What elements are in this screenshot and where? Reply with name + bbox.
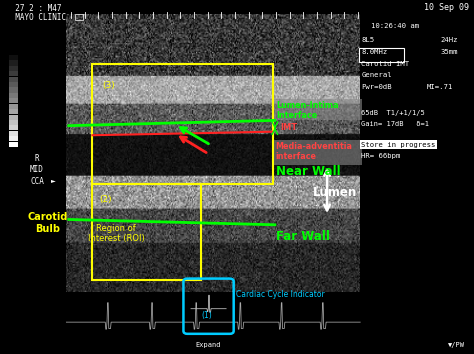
Text: 27 2 : M47: 27 2 : M47 <box>6 4 61 12</box>
Bar <box>92 64 273 184</box>
Text: Near Wall: Near Wall <box>276 165 340 178</box>
Bar <box>9 87 18 93</box>
Bar <box>9 76 18 82</box>
Bar <box>9 120 18 125</box>
Bar <box>9 55 18 60</box>
Bar <box>9 98 18 103</box>
Text: Pwr=0dB: Pwr=0dB <box>361 84 392 90</box>
Text: (2): (2) <box>100 195 112 204</box>
Bar <box>75 14 83 20</box>
Text: (1): (1) <box>201 311 212 320</box>
Text: MI=.71: MI=.71 <box>427 84 453 90</box>
Text: Lumen: Lumen <box>313 187 357 199</box>
Text: 24Hz: 24Hz <box>441 37 458 43</box>
Text: 10:26:40 am: 10:26:40 am <box>371 23 419 29</box>
Text: ►: ► <box>51 178 56 183</box>
Text: Carotid IMT: Carotid IMT <box>361 61 410 67</box>
Bar <box>9 115 18 120</box>
Text: 8L5: 8L5 <box>361 37 374 43</box>
Text: Media-adventitia
interface: Media-adventitia interface <box>275 142 352 161</box>
Bar <box>9 50 18 55</box>
Text: Expand: Expand <box>196 342 221 348</box>
Text: Region of
Interest (ROI): Region of Interest (ROI) <box>88 224 145 243</box>
Bar <box>9 131 18 136</box>
Bar <box>9 125 18 131</box>
Bar <box>9 136 18 141</box>
Bar <box>9 71 18 76</box>
Bar <box>274 140 362 165</box>
Text: Cardiac Cycle Indicator: Cardiac Cycle Indicator <box>236 290 325 298</box>
Text: 8.0MHz: 8.0MHz <box>361 49 387 55</box>
Text: Gain= 17dB   δ=1: Gain= 17dB δ=1 <box>361 121 429 127</box>
Text: MAYO CLINIC: MAYO CLINIC <box>6 13 66 22</box>
Text: HR= 66bpm: HR= 66bpm <box>361 153 401 159</box>
Bar <box>9 61 18 65</box>
Text: Lumen-Intima
Interface: Lumen-Intima Interface <box>276 101 338 120</box>
Bar <box>359 48 404 62</box>
Bar <box>9 82 18 87</box>
Bar <box>9 109 18 114</box>
Text: 10 Sep 09: 10 Sep 09 <box>424 3 469 12</box>
Text: (3): (3) <box>102 81 115 90</box>
Text: 65dB  T1/+1/1/5: 65dB T1/+1/1/5 <box>361 110 425 116</box>
Text: ▼/PW: ▼/PW <box>447 342 465 348</box>
Bar <box>92 184 201 280</box>
Bar <box>274 99 362 120</box>
Text: IMT: IMT <box>281 123 298 132</box>
Text: R
MID
CCA: R MID CCA <box>30 154 44 186</box>
Text: General: General <box>361 72 392 78</box>
Bar <box>9 142 18 147</box>
Text: Far Wall: Far Wall <box>276 230 330 243</box>
Text: 35mm: 35mm <box>441 49 458 55</box>
Text: Carotid
Bulb: Carotid Bulb <box>27 212 68 234</box>
Bar <box>9 104 18 109</box>
Text: Store in progress: Store in progress <box>361 142 436 148</box>
Bar <box>9 93 18 98</box>
Bar <box>9 66 18 71</box>
